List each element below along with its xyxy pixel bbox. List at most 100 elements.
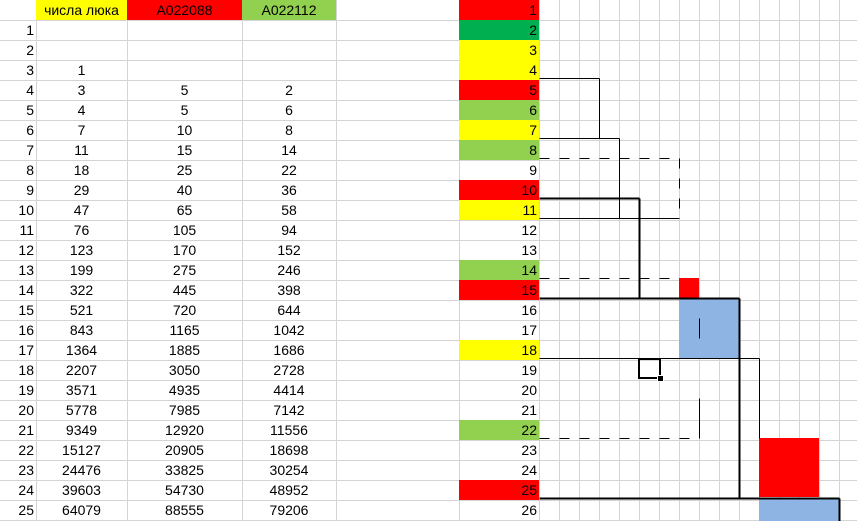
a022112-cell[interactable]: 48952 xyxy=(269,482,309,498)
fill-handle[interactable] xyxy=(657,375,664,382)
a022112-cell[interactable]: 36 xyxy=(281,182,297,198)
row-number-cell[interactable]: 9 xyxy=(26,182,34,198)
a022112-cell[interactable]: 2 xyxy=(285,82,293,98)
a022088-cell[interactable]: 12920 xyxy=(165,422,204,438)
index-cell[interactable]: 23 xyxy=(521,442,537,458)
index-cell[interactable]: 22 xyxy=(459,420,539,440)
row-number-cell[interactable]: 19 xyxy=(18,382,34,398)
row-number-cell[interactable]: 5 xyxy=(26,102,34,118)
row-number-cell[interactable]: 8 xyxy=(26,162,34,178)
index-cell[interactable]: 16 xyxy=(521,302,537,318)
a022112-cell[interactable]: 152 xyxy=(277,242,301,258)
a022088-cell[interactable]: 54730 xyxy=(165,482,204,498)
lucas-cell[interactable]: 7 xyxy=(77,122,86,138)
lucas-cell[interactable]: 322 xyxy=(69,282,94,298)
a022088-cell[interactable]: 3050 xyxy=(168,362,201,378)
index-cell[interactable]: 11 xyxy=(459,200,539,220)
a022112-cell[interactable]: 18698 xyxy=(269,442,309,458)
row-number-cell[interactable]: 25 xyxy=(18,502,34,518)
a022088-cell[interactable]: 5 xyxy=(180,102,189,118)
row-number-cell[interactable]: 13 xyxy=(18,262,34,278)
a022088-cell[interactable]: 40 xyxy=(176,182,193,198)
a022088-cell[interactable]: 15 xyxy=(176,142,193,158)
a022112-cell[interactable]: 14 xyxy=(281,142,297,158)
a022112-cell[interactable]: 22 xyxy=(281,162,297,178)
lucas-cell[interactable]: 9349 xyxy=(65,422,98,438)
row-number-cell[interactable]: 15 xyxy=(18,302,34,318)
index-cell[interactable]: 5 xyxy=(459,80,539,100)
a022112-cell[interactable]: 79206 xyxy=(269,502,309,518)
a022088-cell[interactable]: 720 xyxy=(172,302,197,318)
row-number-cell[interactable]: 16 xyxy=(18,322,34,338)
lucas-cell[interactable]: 5778 xyxy=(65,402,98,418)
a022112-cell[interactable]: 246 xyxy=(277,262,301,278)
a022088-cell[interactable]: 20905 xyxy=(165,442,204,458)
index-cell[interactable]: 4 xyxy=(459,60,539,80)
index-cell[interactable]: 8 xyxy=(459,140,539,160)
index-cell[interactable]: 25 xyxy=(459,480,539,500)
lucas-cell[interactable]: 4 xyxy=(77,102,86,118)
a022112-cell[interactable]: 30254 xyxy=(269,462,309,478)
index-cell[interactable]: 6 xyxy=(459,100,539,120)
a022112-cell[interactable]: 94 xyxy=(281,222,297,238)
a022088-cell[interactable]: 445 xyxy=(172,282,197,298)
index-cell[interactable]: 26 xyxy=(521,502,537,518)
a022112-cell[interactable]: 6 xyxy=(285,102,293,118)
a022112-cell[interactable]: 7142 xyxy=(273,402,305,418)
a022112-cell[interactable]: 58 xyxy=(281,202,297,218)
a022112-cell[interactable]: 398 xyxy=(277,282,301,298)
index-cell[interactable]: 10 xyxy=(459,180,539,200)
lucas-cell[interactable]: 18 xyxy=(73,162,90,178)
lucas-cell[interactable]: 123 xyxy=(69,242,94,258)
a022088-cell[interactable]: 88555 xyxy=(165,502,204,518)
header-a022088[interactable]: A022088 xyxy=(127,0,242,20)
row-number-cell[interactable]: 21 xyxy=(18,422,34,438)
header-a022112[interactable]: A022112 xyxy=(242,0,336,20)
index-cell[interactable]: 7 xyxy=(459,120,539,140)
header-lucas[interactable]: числа люка xyxy=(36,0,127,20)
a022112-cell[interactable]: 8 xyxy=(285,122,293,138)
a022088-cell[interactable]: 275 xyxy=(172,262,197,278)
index-cell[interactable]: 1 xyxy=(459,0,539,20)
lucas-cell[interactable]: 2207 xyxy=(65,362,98,378)
index-cell[interactable]: 17 xyxy=(521,322,537,338)
row-number-cell[interactable]: 1 xyxy=(26,22,34,38)
lucas-cell[interactable]: 76 xyxy=(73,222,90,238)
a022088-cell[interactable]: 33825 xyxy=(165,462,204,478)
a022112-cell[interactable]: 1042 xyxy=(273,322,305,338)
index-cell[interactable]: 18 xyxy=(459,340,539,360)
lucas-cell[interactable]: 843 xyxy=(69,322,94,338)
a022088-cell[interactable]: 4935 xyxy=(168,382,201,398)
a022088-cell[interactable]: 1885 xyxy=(168,342,201,358)
index-cell[interactable]: 12 xyxy=(521,222,537,238)
lucas-cell[interactable]: 24476 xyxy=(62,462,101,478)
a022112-cell[interactable]: 2728 xyxy=(273,362,305,378)
index-cell[interactable]: 19 xyxy=(521,362,537,378)
row-number-cell[interactable]: 7 xyxy=(26,142,34,158)
a022088-cell[interactable]: 105 xyxy=(172,222,197,238)
row-number-cell[interactable]: 14 xyxy=(18,282,34,298)
row-number-cell[interactable]: 4 xyxy=(26,82,34,98)
a022088-cell[interactable]: 170 xyxy=(172,242,197,258)
row-number-cell[interactable]: 12 xyxy=(18,242,34,258)
lucas-cell[interactable]: 199 xyxy=(69,262,94,278)
index-cell[interactable]: 21 xyxy=(521,402,537,418)
lucas-cell[interactable]: 39603 xyxy=(62,482,101,498)
row-number-cell[interactable]: 6 xyxy=(26,122,34,138)
row-number-cell[interactable]: 3 xyxy=(26,62,34,78)
lucas-cell[interactable]: 3 xyxy=(77,82,86,98)
row-number-cell[interactable]: 23 xyxy=(18,462,34,478)
row-number-cell[interactable]: 18 xyxy=(18,362,34,378)
lucas-cell[interactable]: 64079 xyxy=(62,502,101,518)
index-cell[interactable]: 13 xyxy=(521,242,537,258)
lucas-cell[interactable]: 29 xyxy=(73,182,90,198)
a022088-cell[interactable]: 7985 xyxy=(168,402,201,418)
index-cell[interactable]: 9 xyxy=(529,162,537,178)
row-number-cell[interactable]: 10 xyxy=(18,202,34,218)
cell-selection[interactable] xyxy=(638,358,661,379)
a022112-cell[interactable]: 4414 xyxy=(273,382,305,398)
index-cell[interactable]: 14 xyxy=(459,260,539,280)
a022112-cell[interactable]: 11556 xyxy=(270,422,308,438)
lucas-cell[interactable]: 521 xyxy=(69,302,94,318)
row-number-cell[interactable]: 11 xyxy=(19,222,34,238)
